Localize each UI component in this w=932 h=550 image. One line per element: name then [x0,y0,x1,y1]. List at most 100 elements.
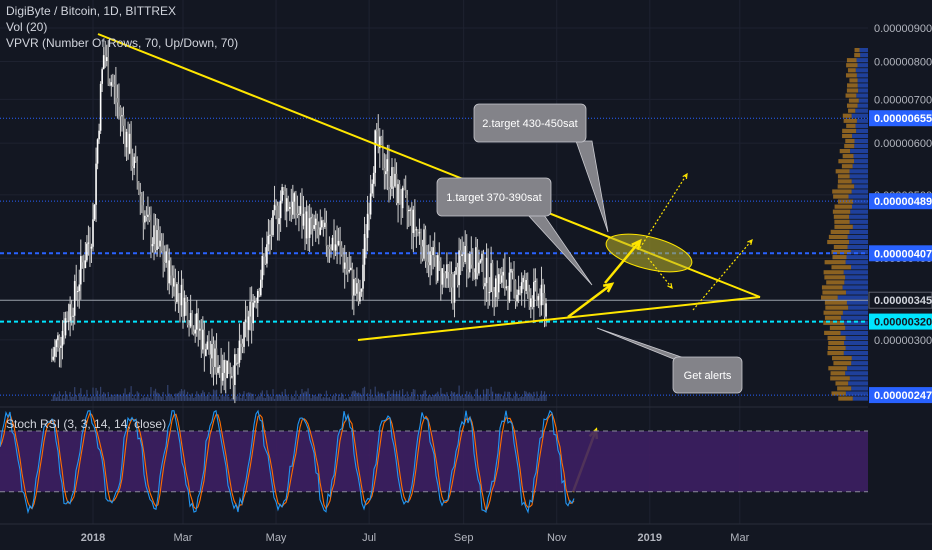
volume-bar [365,399,367,401]
trend-drawings[interactable] [97,33,761,493]
volume-bar [121,395,123,401]
callout-target-2[interactable]: 2.target 430-450sat [473,103,609,233]
volume-bar [229,399,231,401]
volume-bar [373,397,375,401]
legend-symbol[interactable]: DigiByte / Bitcoin, 1D, BITTREX [6,4,177,18]
projection-dotted-3[interactable] [692,239,753,311]
target-zone-ellipse[interactable] [602,227,695,279]
volume-bar [507,391,509,401]
candle [476,239,479,280]
legend-stoch-rsi[interactable]: Stoch RSI (3, 3, 14, 14, close) [6,417,167,431]
volume-bar [501,398,503,401]
candle [263,253,265,276]
callout-target-1[interactable]: 1.target 370-390sat [436,177,593,286]
projection-arrow-up-1[interactable] [567,283,613,318]
vpvr-bar-down [821,285,843,290]
volume-bar [273,398,276,401]
callouts[interactable]: 2.target 430-450sat 1.target 370-390sat Ge… [436,103,743,394]
candle [383,153,386,190]
candle [185,294,187,316]
volume-bar [417,394,419,401]
projection-dotted-2[interactable] [647,257,673,289]
price-level-tag[interactable]: 0.00000247 [869,387,932,404]
projection-arrow-up-1-head [602,282,615,293]
candle [536,278,538,307]
callout-get-alerts[interactable]: Get alerts [596,327,743,394]
candle [404,175,407,198]
candle [256,288,259,318]
volume-bar [394,394,396,401]
volume-bar [397,394,399,401]
volume-bar [118,394,120,401]
volume-bar [310,398,312,401]
volume-bar [522,396,524,401]
candle [308,203,311,253]
candle [87,225,90,256]
projection-dotted-1[interactable] [639,173,688,249]
volume-bar [141,397,143,401]
candle [401,185,404,218]
volume-bar [508,391,511,401]
volume-bar [142,395,144,401]
candle [488,277,491,306]
candle [479,258,482,264]
vpvr-bar-down [822,290,846,295]
time-tick-label: Nov [547,532,567,544]
candle [61,320,64,360]
candle [121,107,123,132]
volume-bar [106,397,108,401]
candle [267,219,270,252]
volume-bar [194,396,196,401]
candle [342,247,344,273]
vpvr-bar-up [860,53,868,58]
price-level-tag[interactable]: 0.00000320 [869,313,932,330]
candle [145,206,148,222]
price-level-tag[interactable]: 0.00000655 [869,110,932,127]
vpvr-bar-up [851,204,868,209]
volume-bar [383,394,385,401]
vpvr-bar-up [840,330,868,335]
projection-dotted-3-head [747,238,753,245]
volume-bar [267,394,270,401]
volume-bar [359,393,361,401]
time-tick-label: Mar [730,532,749,544]
volume-bar [249,392,251,401]
volume-bar [446,392,448,401]
price-level-tag[interactable]: 0.00000345 [868,291,932,309]
volume-bar [104,393,106,401]
volume-bar [164,400,166,401]
svg-text:0.00000345: 0.00000345 [874,295,932,307]
volume-bar [185,395,187,401]
candle [331,234,334,251]
legend-volume[interactable]: Vol (20) [6,20,48,34]
candle [261,237,264,288]
candle [455,252,457,276]
legend-vpvr[interactable]: VPVR (Number Of Rows, 70, Up/Down, 70) [6,36,239,50]
volume-bar [252,393,254,401]
volume-bar [148,397,151,401]
volume-bar [479,395,482,401]
candle [432,240,434,270]
price-level-tag[interactable]: 0.00000489 [869,193,932,210]
volume-bar [223,396,225,401]
candle [203,320,206,372]
candle [491,259,494,308]
price-level-tag[interactable]: 0.00000407 [869,245,932,262]
projection-arrow-up-2[interactable] [604,240,641,284]
vpvr-bar-up [851,113,868,118]
candle [412,205,415,253]
vpvr-bar-up [844,320,868,325]
candle [478,249,480,276]
candle [244,300,247,338]
candle [340,241,343,257]
volume-bar [490,386,492,401]
candle [83,254,85,283]
vpvr-bar-down [825,305,849,310]
volume-bar [296,399,299,401]
vpvr-bar-up [849,239,868,245]
volume-bar [370,389,372,401]
candle [417,229,419,237]
candle [159,226,161,258]
ascending-trendline[interactable] [357,296,761,341]
